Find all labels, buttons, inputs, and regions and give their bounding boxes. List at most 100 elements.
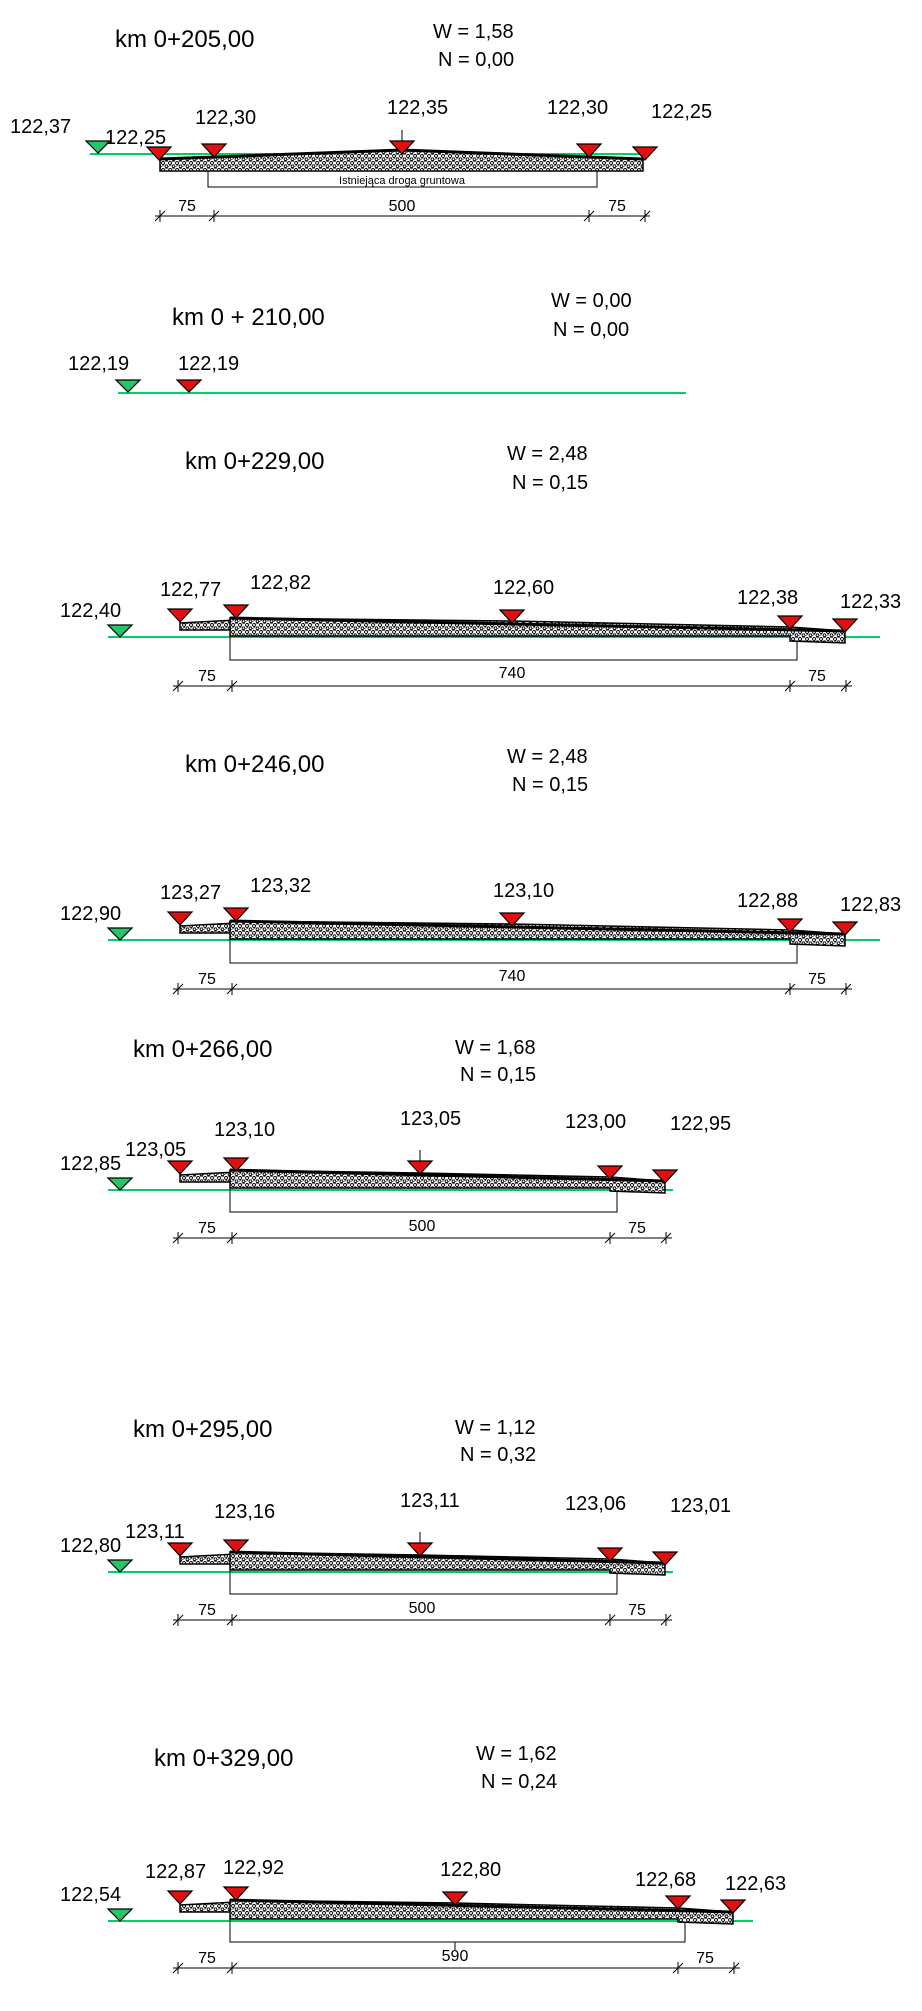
road-top-line: [229, 1550, 666, 1565]
level-label: 123,11: [400, 1490, 460, 1512]
dimension-label: 75: [808, 668, 826, 685]
existing-level-label: 122,80: [60, 1535, 121, 1557]
section-km-label: km 0+229,00: [185, 448, 324, 475]
red-triangle-down-icon: [166, 608, 194, 623]
section-n-value: N = 0,15: [512, 774, 588, 796]
red-triangle-down-icon: [596, 1165, 624, 1180]
section-km-0-229: km 0+229,00 W = 2,48 N = 0,15 122,40 122…: [60, 443, 901, 692]
shoulder-layer: [179, 922, 237, 934]
level-label: 123,00: [565, 1111, 626, 1133]
subbase-outline: [207, 171, 598, 188]
level-label: 123,32: [250, 875, 311, 897]
dimension-label: 740: [499, 968, 526, 985]
section-n-value: N = 0,24: [481, 1771, 557, 1793]
level-label: 122,77: [160, 579, 221, 601]
dimension-line: [172, 1962, 740, 1974]
dimension-label: 75: [198, 1220, 216, 1237]
section-w-value: W = 1,62: [476, 1743, 557, 1765]
shoulder-layer: [179, 619, 237, 631]
red-triangle-down-icon: [831, 921, 859, 936]
section-w-value: W = 1,12: [455, 1417, 536, 1439]
level-label: 122,35: [387, 97, 448, 119]
level-label: 122,88: [737, 890, 798, 912]
level-label: 122,82: [250, 572, 311, 594]
red-triangle-down-icon: [776, 918, 804, 933]
level-label: 123,10: [214, 1119, 275, 1141]
shoulder-layer: [179, 1171, 237, 1183]
dimension-label: 75: [808, 971, 826, 988]
red-triangle-down-icon: [200, 143, 228, 158]
road-top-line: [229, 919, 846, 936]
green-triangle-down-icon: [84, 140, 112, 154]
road-layer: [229, 1899, 734, 1925]
section-km-0-210: km 0 + 210,00 W = 0,00 N = 0,00 122,19 1…: [68, 290, 686, 394]
green-triangle-down-icon: [106, 624, 134, 638]
section-w-value: W = 2,48: [507, 746, 588, 768]
existing-level-label: 122,90: [60, 903, 121, 925]
section-n-value: N = 0,00: [438, 49, 514, 71]
shoulder-layer: [179, 1901, 237, 1913]
section-n-value: N = 0,15: [460, 1064, 536, 1086]
existing-level-label: 122,85: [60, 1153, 121, 1175]
section-km-label: km 0+329,00: [154, 1745, 293, 1772]
level-label: 122,95: [670, 1113, 731, 1135]
section-km-label: km 0+266,00: [133, 1036, 272, 1063]
dimension-label: 500: [409, 1218, 436, 1235]
red-triangle-down-icon: [166, 1542, 194, 1557]
section-km-0-266: km 0+266,00 W = 1,68 N = 0,15 122,85 123…: [60, 1036, 731, 1244]
green-triangle-down-icon: [106, 1559, 134, 1573]
existing-level-label: 122,54: [60, 1884, 121, 1906]
subbase-outline: [229, 1570, 618, 1595]
red-triangle-down-icon: [498, 609, 526, 624]
road-top-line: [229, 1168, 666, 1183]
red-triangle-down-icon: [831, 618, 859, 633]
dimension-label: 500: [409, 1600, 436, 1617]
red-triangle-down-icon: [651, 1169, 679, 1184]
subbase-outline: [229, 939, 798, 964]
section-n-value: N = 0,15: [512, 472, 588, 494]
level-label: 123,16: [214, 1501, 275, 1523]
dimension-label: 500: [389, 198, 416, 215]
red-triangle-down-icon: [719, 1899, 747, 1914]
section-km-label: km 0+295,00: [133, 1416, 272, 1443]
level-label: 122,38: [737, 587, 798, 609]
subbase-outline: [229, 1919, 686, 1943]
existing-level-label: 122,37: [10, 116, 71, 138]
dimension-label: 75: [628, 1220, 646, 1237]
level-label: 122,25: [105, 127, 166, 149]
dimension-label: 75: [198, 1950, 216, 1967]
red-triangle-down-icon: [222, 604, 250, 619]
red-triangle-down-icon: [664, 1895, 692, 1910]
red-triangle-down-icon: [222, 1539, 250, 1554]
level-label: 123,01: [670, 1495, 731, 1517]
dimension-line: [172, 680, 852, 692]
subbase-outline: [229, 636, 798, 661]
level-label: 123,11: [125, 1521, 185, 1543]
road-layer: [229, 920, 846, 947]
red-triangle-down-icon: [575, 143, 603, 158]
red-triangle-down-icon: [166, 1890, 194, 1905]
dimension-label: 75: [198, 1602, 216, 1619]
road-layer: [229, 1169, 666, 1194]
level-label: 122,83: [840, 894, 901, 916]
level-label: 122,25: [651, 101, 712, 123]
section-n-value: N = 0,32: [460, 1444, 536, 1466]
section-km-label: km 0 + 210,00: [172, 304, 325, 331]
red-triangle-down-icon: [776, 615, 804, 630]
red-triangle-down-icon: [222, 1157, 250, 1172]
existing-level-label: 122,19: [68, 353, 129, 375]
red-triangle-down-icon: [406, 1542, 434, 1557]
level-label: 123,06: [565, 1493, 626, 1515]
level-label: 122,63: [725, 1873, 786, 1895]
red-triangle-down-icon: [651, 1551, 679, 1566]
section-w-value: W = 0,00: [551, 290, 632, 312]
road-top-line: [229, 616, 846, 633]
red-triangle-down-icon: [166, 1160, 194, 1175]
section-km-0-246: km 0+246,00 W = 2,48 N = 0,15 122,90 123…: [60, 746, 901, 995]
road-top-line: [159, 148, 403, 161]
red-triangle-down-icon: [596, 1547, 624, 1562]
shoulder-layer: [179, 1553, 237, 1565]
dimension-label: 75: [628, 1602, 646, 1619]
section-w-value: W = 2,48: [507, 443, 588, 465]
